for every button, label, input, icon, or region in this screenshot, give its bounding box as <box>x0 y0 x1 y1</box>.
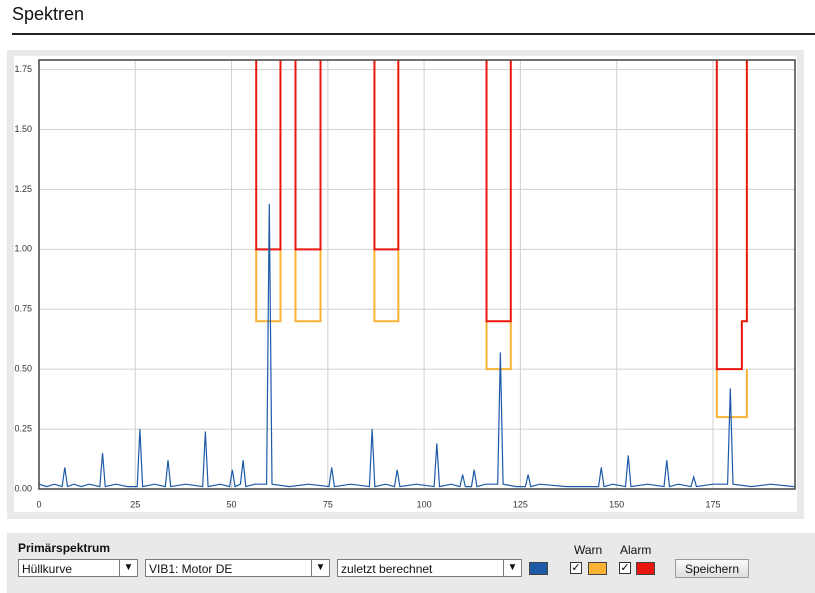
x-tick-label: 50 <box>227 499 237 509</box>
primary-label: Primärspektrum <box>18 541 111 555</box>
y-tick-label: 1.75 <box>14 64 32 74</box>
type-select[interactable]: Hüllkurve ▼ <box>18 559 138 577</box>
y-tick-label: 0.50 <box>14 364 32 374</box>
warn-checkbox[interactable]: ✓ <box>570 562 582 574</box>
x-tick-label: 25 <box>130 499 140 509</box>
chart-background <box>14 56 797 512</box>
time-select[interactable]: zuletzt berechnet ▼ <box>337 559 522 577</box>
spectrum-color[interactable] <box>529 562 548 575</box>
plot <box>39 60 794 488</box>
y-tick-label: 1.00 <box>14 244 32 254</box>
y-tick-label: 0.25 <box>14 423 32 433</box>
dropdown-arrow: ▼ <box>119 560 137 576</box>
x-tick-label: 175 <box>705 499 720 509</box>
dropdown-arrow: ▼ <box>503 560 521 576</box>
alarm-label: Alarm <box>620 543 652 557</box>
x-tick-label: 125 <box>513 499 528 509</box>
warn-label: Warn <box>574 543 603 557</box>
x-tick-label: 0 <box>36 499 41 509</box>
y-tick-label: 1.25 <box>14 184 32 194</box>
x-tick-label: 100 <box>417 499 432 509</box>
alarm-checkbox[interactable]: ✓ <box>619 562 631 574</box>
y-tick-label: 0.00 <box>14 483 32 493</box>
dropdown-arrow: ▼ <box>311 560 329 576</box>
select-text: Hüllkurve <box>22 562 73 576</box>
warn-color[interactable] <box>588 562 607 575</box>
select-text: zuletzt berechnet <box>341 562 433 576</box>
page-title: Spektren <box>12 4 85 24</box>
y-tick-label: 1.50 <box>14 124 32 134</box>
plot-border <box>38 59 796 490</box>
title-rule <box>12 33 815 35</box>
channel-select[interactable]: VIB1: Motor DE ▼ <box>145 559 330 577</box>
alarm-color[interactable] <box>636 562 655 575</box>
select-text: VIB1: Motor DE <box>149 562 233 576</box>
y-tick-label: 0.75 <box>14 304 32 314</box>
x-tick-label: 150 <box>609 499 624 509</box>
x-tick-label: 75 <box>323 499 333 509</box>
save-button[interactable]: Speichern <box>675 559 749 578</box>
series-line <box>39 203 794 488</box>
